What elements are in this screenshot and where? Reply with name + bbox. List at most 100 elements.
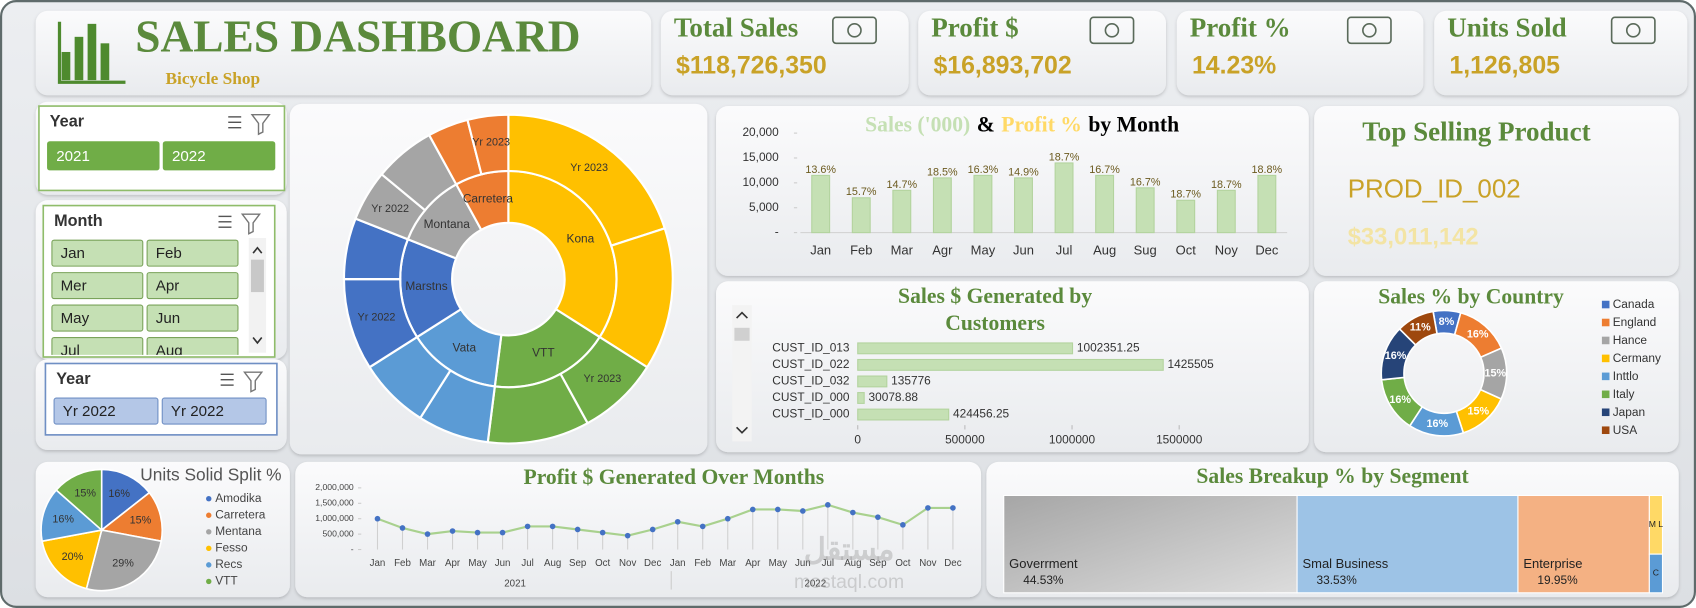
data-label: 16%: [1385, 350, 1407, 362]
x-tick-label: Nov: [919, 558, 936, 569]
slicer-button[interactable]: [146, 304, 239, 332]
kpi-value: $118,726,350: [676, 52, 827, 80]
legend-marker: [206, 512, 212, 518]
filter-icon: [250, 114, 271, 136]
point: [674, 518, 681, 525]
point: [649, 526, 656, 533]
legend-swatch: [1601, 300, 1610, 309]
slicer-item[interactable]: 2022: [172, 148, 206, 165]
x-tick-label: Jun: [495, 558, 511, 569]
y-tick-label: -: [775, 225, 779, 239]
sunburst-outer: [466, 113, 510, 176]
x-tick-label: Dec: [944, 558, 961, 569]
slicer-item[interactable]: May: [61, 310, 90, 327]
x-tick-label: Dec: [1255, 242, 1279, 257]
x-tick-label: Jan: [670, 558, 686, 569]
treemap-label: Smal Business: [1302, 556, 1388, 571]
slicer-item[interactable]: Jun: [156, 310, 180, 327]
slicer-button[interactable]: [161, 397, 267, 425]
slicer-item[interactable]: Jul: [61, 343, 80, 360]
x-tick-label: Feb: [694, 558, 711, 569]
y-tick-label: 10,000: [742, 175, 779, 189]
kpi-label: Profit %: [1190, 13, 1291, 43]
data-label: 15.7%: [846, 186, 877, 198]
kpi-value: 14.23%: [1192, 52, 1276, 80]
scroll-thumb: [250, 259, 264, 293]
legend-marker: [206, 545, 212, 552]
title-part: &: [977, 113, 995, 137]
slicer-button[interactable]: [51, 239, 144, 267]
legend-label: VTT: [215, 574, 237, 588]
kpi-icon: [1625, 23, 1641, 38]
logo-bar: [87, 23, 97, 81]
y-tick-label: 15,000: [742, 150, 779, 164]
slicer-button[interactable]: [162, 141, 276, 171]
treemap-cell: [1648, 553, 1664, 594]
x-tick-label: Noy: [1215, 242, 1239, 257]
slicer-title: Month: [54, 212, 103, 230]
data-label: 16%: [1426, 418, 1448, 430]
logo-bar: [61, 51, 71, 81]
x-tick-label: Jul: [1056, 242, 1073, 257]
slicer-button[interactable]: [51, 336, 144, 364]
slicer-button[interactable]: [146, 272, 239, 300]
title-part: by Month: [1088, 113, 1179, 137]
slicer-item[interactable]: Yr 2022: [171, 403, 224, 420]
watermark: مستقل: [804, 534, 895, 567]
data-label: 29%: [112, 558, 134, 570]
logo-axis: [57, 21, 126, 84]
slicer-item[interactable]: 2021: [56, 148, 90, 165]
x-tick-label: Feb: [394, 558, 411, 569]
point: [474, 529, 481, 536]
kpi-value: 1,126,805: [1449, 52, 1560, 80]
point: [424, 531, 431, 537]
panel: [1176, 10, 1424, 96]
slicer-item[interactable]: Mer: [61, 278, 87, 295]
bar: [857, 375, 888, 388]
panel: [295, 461, 982, 598]
slicer-button[interactable]: [146, 336, 239, 364]
kpi-label: Units Sold: [1447, 13, 1566, 43]
sunburst-outer-label: Yr 2022: [371, 203, 409, 215]
y-tick-label: CUST_ID_000: [772, 407, 850, 421]
chart-title: Sales ('000) & Profit % by Month: [865, 113, 1179, 137]
slicer-item[interactable]: Yr 2022: [63, 403, 116, 420]
data-label: 20%: [62, 551, 84, 563]
bar: [1176, 199, 1196, 234]
chart-title: Units Solid Split %: [140, 465, 281, 485]
sunburst-outer-label: Yr 2022: [358, 311, 396, 323]
bar: [857, 358, 1164, 371]
panel: [1314, 106, 1679, 276]
legend-swatch: [1601, 318, 1610, 327]
x-tick-label: May: [468, 558, 487, 569]
x-tick-label: Feb: [850, 242, 872, 257]
chart-title-box: Sales $ Generated by Customers: [898, 284, 1093, 336]
slicer-button[interactable]: [146, 239, 239, 267]
slicer-button[interactable]: [53, 397, 159, 425]
chart-title: Sales $ Generated by Customers: [898, 284, 1093, 336]
legend-swatch: [1601, 354, 1610, 363]
scrollbar: [248, 238, 267, 353]
slicer-item[interactable]: Apr: [156, 278, 180, 295]
y-tick-label: 20,000: [742, 125, 779, 139]
point: [699, 523, 706, 530]
slicer-item[interactable]: Jan: [61, 245, 85, 262]
data-label: 18.5%: [927, 166, 958, 178]
kpi-icon: [847, 23, 862, 38]
bar: [1216, 189, 1236, 234]
slicer-button[interactable]: [51, 304, 144, 332]
slicer-button[interactable]: [47, 141, 160, 171]
point: [825, 502, 831, 508]
sunburst-label: Vata: [453, 341, 477, 355]
slicer-button[interactable]: [51, 272, 144, 300]
data-label: 424456.25: [953, 407, 1010, 421]
x-tick-label: Aug: [1093, 242, 1116, 257]
pie-slice: [55, 468, 103, 532]
point: [875, 514, 881, 520]
y-tick-label: 500,000: [322, 528, 353, 538]
slicer-item[interactable]: Aug: [156, 343, 183, 360]
dashboard-subtitle: Bicycle Shop: [165, 69, 260, 88]
slicer-item[interactable]: Feb: [156, 245, 182, 262]
legend-label: Japan: [1613, 405, 1645, 419]
x-tick-label: Aug: [844, 558, 861, 569]
